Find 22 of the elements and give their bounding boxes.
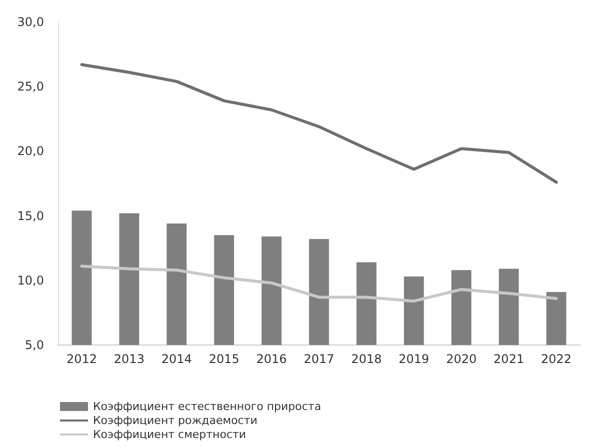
x-tick-label: 2022 bbox=[541, 352, 572, 366]
x-tick-label: 2016 bbox=[256, 352, 287, 366]
x-tick-label: 2019 bbox=[398, 352, 430, 366]
y-tick-label: 5,0 bbox=[24, 338, 44, 352]
y-tick-label: 10,0 bbox=[17, 273, 44, 288]
x-tick-label: 2013 bbox=[114, 352, 144, 366]
legend-label: Коэффициент смертности bbox=[93, 428, 246, 441]
x-tick-label: 2017 bbox=[304, 352, 334, 366]
line-series bbox=[80, 63, 558, 184]
y-tick-label: 30,0 bbox=[17, 15, 44, 29]
y-tick-label: 25,0 bbox=[17, 80, 44, 94]
x-tick-label: 2018 bbox=[351, 352, 382, 366]
legend-label: Коэффициент рождаемости bbox=[93, 414, 258, 427]
y-tick-label: 20,0 bbox=[17, 144, 44, 158]
legend-label: Коэффициент естественного прироста bbox=[93, 400, 322, 413]
line-series bbox=[80, 264, 558, 303]
y-tick-label: 15,0 bbox=[17, 208, 44, 223]
x-tick-label: 2015 bbox=[208, 352, 240, 366]
x-tick-label: 2021 bbox=[494, 352, 524, 366]
x-tick-label: 2012 bbox=[66, 352, 97, 366]
x-tick-label: 2014 bbox=[161, 352, 192, 366]
x-tick-label: 2020 bbox=[446, 352, 477, 366]
